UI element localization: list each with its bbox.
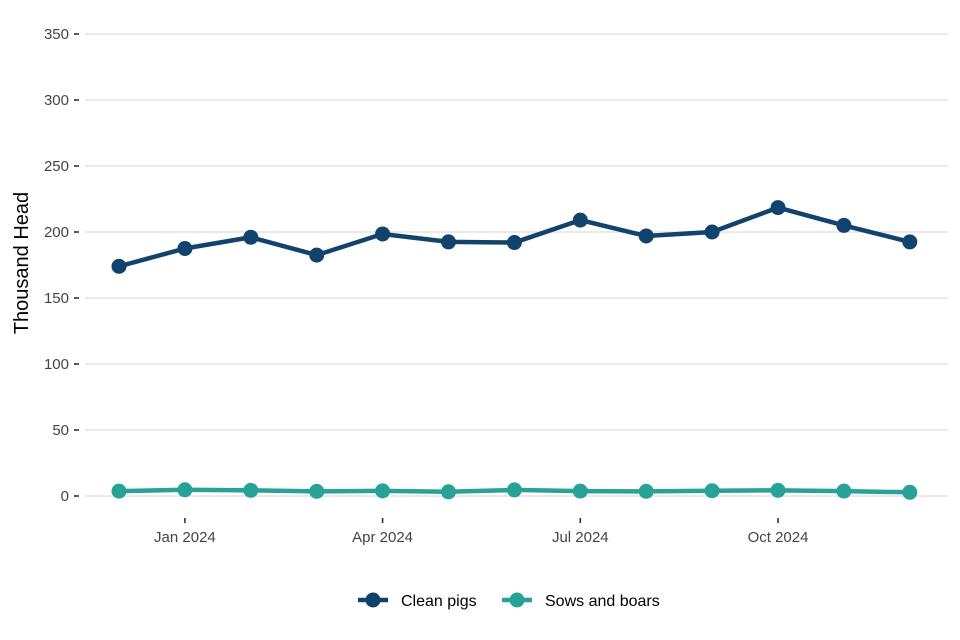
data-point	[638, 228, 654, 244]
data-point	[638, 483, 654, 499]
x-tick-label: Jan 2024	[154, 529, 216, 546]
legend-key-point	[365, 592, 381, 608]
legend-label: Clean pigs	[401, 593, 477, 610]
legend-item: Sows and boars	[502, 592, 660, 610]
data-point	[770, 200, 786, 216]
data-point	[902, 484, 918, 500]
data-point	[177, 482, 193, 498]
legend-label: Sows and boars	[545, 593, 660, 610]
y-tick-label: 0	[61, 488, 69, 505]
legend: Clean pigs Sows and boars	[358, 592, 660, 610]
y-tick-label: 100	[44, 356, 69, 373]
data-point	[309, 247, 325, 263]
data-point	[111, 258, 127, 274]
y-axis: 0 50 100 150 200 250 300 350	[44, 26, 79, 505]
data-point	[836, 483, 852, 499]
y-axis-title: Thousand Head	[11, 192, 33, 334]
data-point	[506, 235, 522, 251]
legend-key-point	[509, 592, 525, 608]
x-tick-label: Oct 2024	[748, 529, 809, 546]
x-tick-label: Apr 2024	[352, 529, 413, 546]
y-tick-label: 350	[44, 26, 69, 43]
data-point	[111, 483, 127, 499]
y-tick-label: 300	[44, 92, 69, 109]
x-tick-label: Jul 2024	[552, 529, 609, 546]
data-point	[441, 484, 456, 500]
data-point	[243, 482, 259, 498]
data-point	[375, 226, 391, 242]
data-point	[572, 483, 588, 499]
series-sows-and-boars	[111, 482, 918, 500]
data-point	[375, 483, 391, 499]
series-clean-pigs	[111, 200, 918, 274]
data-point	[177, 241, 193, 256]
x-axis: Jan 2024 Apr 2024 Jul 2024 Oct 2024	[154, 518, 808, 546]
data-point	[309, 483, 325, 499]
y-tick-label: 200	[44, 224, 69, 241]
data-point	[902, 234, 918, 250]
data-point	[572, 212, 588, 228]
y-tick-label: 50	[52, 422, 69, 439]
data-point	[441, 234, 456, 250]
gridlines	[85, 33, 948, 497]
data-point	[836, 217, 852, 233]
legend-item: Clean pigs	[358, 592, 477, 610]
y-tick-label: 250	[44, 158, 69, 175]
data-point	[704, 483, 720, 499]
data-point	[770, 482, 786, 498]
y-tick-label: 150	[44, 290, 69, 307]
data-point	[506, 482, 522, 498]
series	[111, 200, 918, 500]
data-point	[704, 224, 720, 240]
data-point	[243, 229, 259, 245]
